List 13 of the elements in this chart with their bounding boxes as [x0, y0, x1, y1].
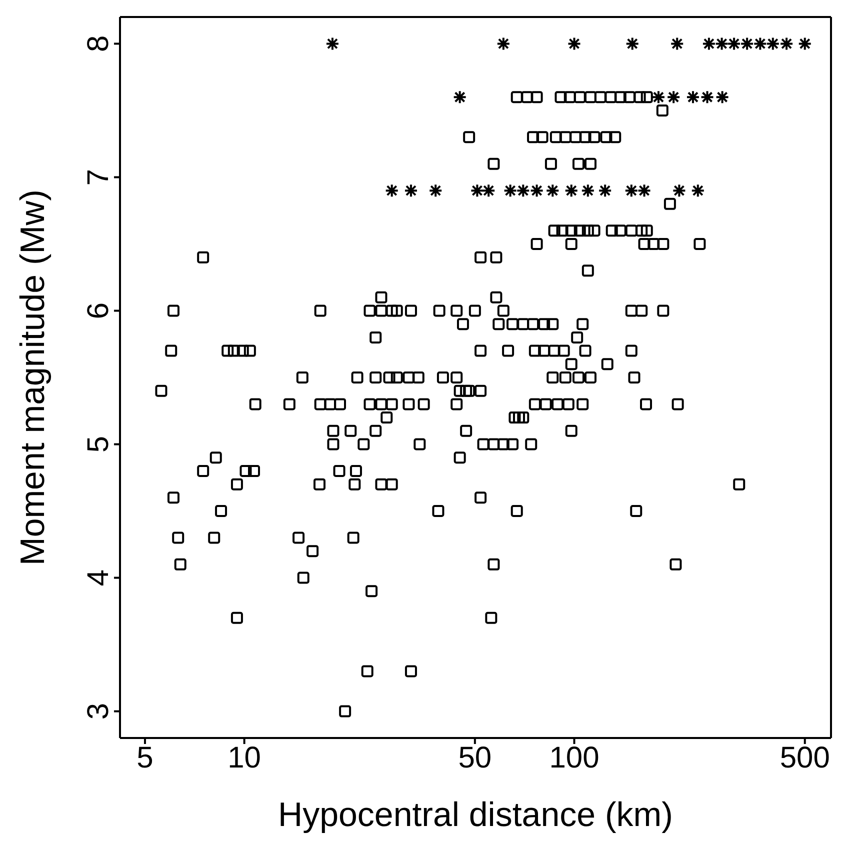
- x-tick-label: 100: [549, 741, 600, 774]
- x-axis-title: Hypocentral distance (km): [278, 796, 673, 834]
- y-tick-label: 7: [82, 168, 115, 186]
- y-tick-label: 3: [82, 702, 115, 720]
- y-tick-label: 8: [82, 35, 115, 52]
- x-tick-label: 50: [458, 741, 492, 774]
- y-tick-label: 5: [82, 436, 115, 453]
- x-tick-label: 10: [228, 741, 261, 774]
- x-tick-label: 5: [136, 741, 154, 774]
- y-axis-title: Moment magnitude (Mw): [14, 189, 52, 566]
- x-tick-label: 500: [780, 741, 830, 774]
- y-tick-label: 6: [82, 302, 115, 320]
- y-tick-label: 4: [82, 569, 115, 586]
